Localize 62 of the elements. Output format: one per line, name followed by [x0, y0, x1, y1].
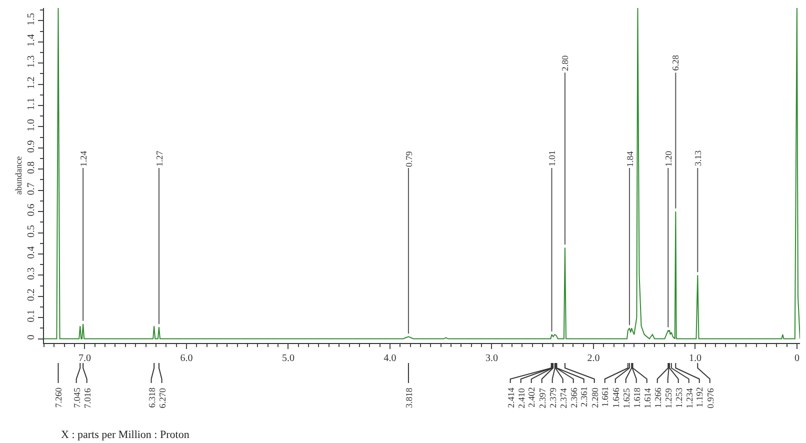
annotation: 1.253: [674, 387, 684, 408]
y-tick-label: 0.6: [26, 204, 37, 216]
x-tick-label: 2.0: [587, 353, 600, 364]
x-tick-label: 4.0: [384, 353, 396, 364]
annotation: 3.818: [404, 387, 414, 408]
annotation: 1.266: [652, 387, 663, 408]
annotation: 1.646: [610, 387, 621, 408]
annotation: 3.13: [693, 150, 704, 166]
y-tick-label: 1.1: [26, 98, 37, 110]
y-tick-label: 1.4: [26, 34, 37, 47]
x-tick-label: 6.0: [180, 353, 193, 364]
annotation: 2.361: [578, 386, 589, 407]
annotation: 2.397: [537, 388, 548, 408]
annotation: 2.80: [560, 54, 570, 72]
y-tick-label: 1.0: [26, 118, 37, 132]
x-tick-label: 1.0: [688, 353, 702, 364]
x-tick-label: 5.0: [282, 353, 294, 364]
annotation: 2.374: [558, 388, 568, 408]
annotation: 7.260: [54, 386, 64, 408]
x-tick-label: 0: [794, 353, 800, 364]
annotation: 6.318: [146, 387, 157, 408]
text: X : parts per Million : Proton: [61, 429, 190, 441]
y-tick-label: 0.8: [26, 161, 37, 174]
annotation: 1.259: [663, 388, 674, 408]
annotation: 2.410: [516, 388, 526, 408]
y-tick-label: 0.4: [26, 246, 37, 259]
annotation: 1.625: [621, 388, 632, 408]
annotation: 2.366: [568, 387, 579, 408]
annotation: 2.414: [506, 387, 516, 408]
annotation: 2.280: [590, 387, 600, 408]
y-tick-label: 1.2: [26, 76, 37, 90]
annotation: 7.016: [82, 388, 92, 408]
annotation: 1.01: [547, 150, 558, 166]
line-series: [44, 8, 800, 340]
y-tick-label: 0.2: [26, 288, 37, 302]
y-tick-label: 1.3: [26, 55, 37, 68]
annotation: 2.379: [548, 387, 558, 408]
annotation: 6.270: [157, 388, 168, 408]
annotation: 2.402: [526, 387, 536, 408]
annotation: 1.234: [684, 388, 694, 408]
y-tick-label: 1.5: [26, 12, 37, 26]
y-tick-label: 0: [26, 334, 37, 340]
annotation: 1.192: [694, 387, 704, 408]
annotation: 1.614: [642, 388, 652, 408]
x-tick-label: 7.0: [78, 353, 91, 364]
y-tick-label: 0.7: [26, 182, 37, 196]
y-tick-label: 0.9: [26, 140, 37, 153]
y-tick-label: 0.1: [26, 310, 37, 322]
annotation: 1.661: [600, 386, 610, 407]
y-tick-label: 0.5: [26, 225, 37, 238]
annotation: 1.24: [78, 150, 89, 167]
annotation: 0.79: [404, 150, 414, 168]
y-axis-title: abundance: [13, 156, 24, 195]
annotation: 1.20: [664, 150, 674, 167]
y-tick-label: 0.3: [26, 267, 37, 280]
annotation: 6.28: [670, 54, 681, 71]
annotation: 1.84: [624, 150, 635, 168]
annotation: 7.045: [72, 387, 82, 408]
x-tick-label: 3.0: [485, 353, 498, 364]
annotation: 1.27: [154, 150, 164, 167]
annotation: 0.976: [705, 388, 716, 408]
annotation: 1.618: [632, 387, 642, 408]
